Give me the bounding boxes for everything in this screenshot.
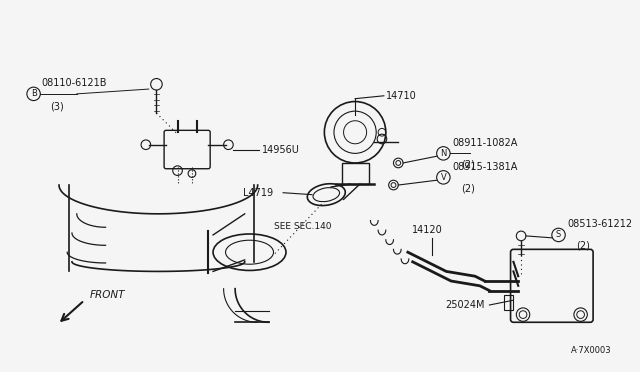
Text: (3): (3) [50, 102, 63, 112]
Text: 14956U: 14956U [262, 145, 300, 154]
Text: 08911-1082A: 08911-1082A [452, 138, 517, 148]
Text: V: V [440, 173, 446, 182]
Text: (2): (2) [576, 241, 589, 251]
Text: 08915-1381A: 08915-1381A [452, 161, 517, 171]
Text: SEE SEC.140: SEE SEC.140 [273, 222, 331, 231]
Text: B: B [31, 89, 36, 98]
Text: (2): (2) [461, 183, 474, 193]
Bar [504, 295, 513, 310]
Text: 08110-6121B: 08110-6121B [41, 78, 107, 88]
Text: 14120: 14120 [412, 225, 442, 235]
Text: A·7X0003: A·7X0003 [571, 346, 612, 355]
Text: L4719: L4719 [243, 188, 273, 198]
Text: 14710: 14710 [386, 91, 417, 101]
Text: FRONT: FRONT [89, 290, 125, 300]
Text: 08513-61212: 08513-61212 [567, 219, 632, 229]
Text: 25024M: 25024M [445, 300, 484, 310]
Text: N: N [440, 149, 447, 158]
Text: (2): (2) [461, 159, 474, 169]
Text: S: S [556, 230, 561, 240]
